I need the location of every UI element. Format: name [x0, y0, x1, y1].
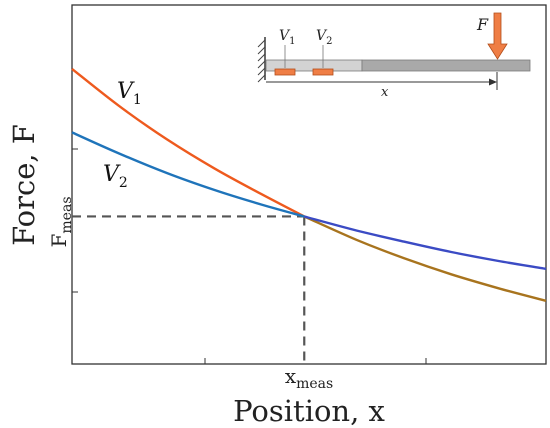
inset-x-label: x: [381, 85, 389, 100]
x-axis-ticks: [204, 358, 427, 364]
sensor-v1-pad: [274, 68, 296, 76]
beam-inset: V1 V2 x F: [257, 12, 531, 100]
series-v2-line-tail: [303, 215, 547, 271]
series-v2-label: V2: [103, 162, 128, 191]
plot-frame: [71, 4, 547, 365]
y-axis-ticks: [72, 148, 78, 293]
beam-dark-section: [361, 59, 531, 72]
inset-force-label: F: [476, 15, 489, 34]
sensor-v2-pad: [312, 68, 334, 76]
series-v1-line-tail: [303, 215, 547, 302]
x-axis-title: Position, x: [233, 394, 385, 428]
wall-hatch: [257, 39, 266, 83]
series-v1-line: [71, 67, 305, 218]
inset-v2-label: V2: [316, 28, 333, 47]
series-v2-line: [71, 131, 305, 218]
x-marker-label: xmeas: [285, 364, 333, 392]
series-v1-label: V1: [117, 79, 142, 108]
force-arrow: [487, 12, 508, 60]
inset-v1-label: V1: [279, 28, 296, 47]
x-dimension-arrowhead: [489, 78, 497, 86]
y-axis-title: Force, F: [7, 124, 41, 246]
y-marker-label: Fmeas: [47, 197, 75, 248]
